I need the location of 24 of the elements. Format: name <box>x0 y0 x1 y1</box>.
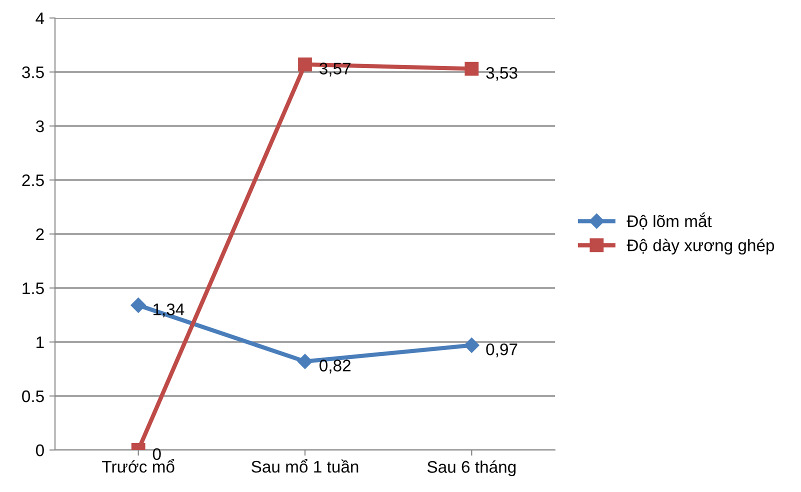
y-tick-label: 4 <box>36 12 44 24</box>
y-tick-label: 1.5 <box>22 282 44 294</box>
data-label: 0 <box>152 448 161 460</box>
data-label: 1,34 <box>153 304 184 318</box>
x-tick-label: Trước mổ <box>102 459 174 473</box>
x-tick-label: Sau mổ 1 tuần <box>252 459 358 473</box>
y-tick-label: 2 <box>36 228 44 240</box>
point <box>464 62 479 76</box>
y-tick-label: 0.5 <box>22 390 44 402</box>
point <box>297 354 313 370</box>
y-tick-label: 3.5 <box>22 66 44 78</box>
y-tick-label: 1 <box>36 336 44 348</box>
data-label: 0,97 <box>486 343 518 358</box>
point <box>130 298 146 313</box>
point <box>464 338 480 353</box>
y-tick-label: 2.5 <box>22 174 44 186</box>
y-tick-label: 0 <box>36 444 44 456</box>
y-tick-label: 3 <box>36 120 44 132</box>
legend-label: Độ lõm mắt <box>626 212 712 230</box>
legend-label: Độ dày xương ghép <box>626 238 774 255</box>
data-label: 0,82 <box>320 360 350 374</box>
x-tick-label: Sau 6 tháng <box>427 460 516 476</box>
point <box>298 57 312 72</box>
data-label: 3,53 <box>486 66 518 81</box>
